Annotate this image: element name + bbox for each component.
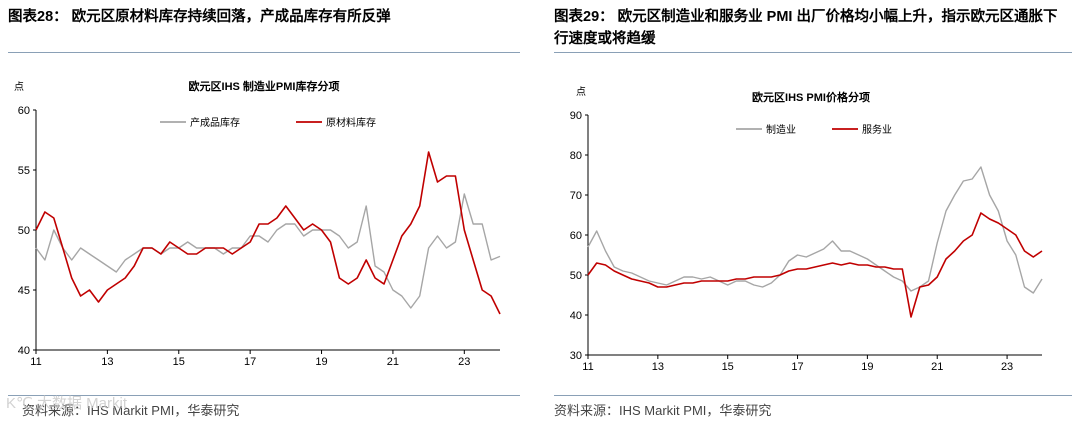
y-tick-label: 45	[18, 285, 30, 297]
series-line-2	[35, 151, 501, 315]
source-note: 资料来源：IHS Markit PMI，华泰研究	[554, 403, 772, 418]
series-line-2	[587, 212, 1043, 318]
x-tick-label: 19	[315, 356, 327, 368]
legend-label: 服务业	[862, 123, 892, 136]
y-unit-label: 点	[576, 86, 586, 98]
y-tick-label: 30	[570, 350, 582, 362]
x-tick-label: 13	[101, 356, 113, 368]
y-tick-label: 40	[570, 310, 582, 322]
chart-title: 欧元区IHS 制造业PMI库存分项	[189, 79, 340, 93]
y-tick-label: 50	[18, 225, 30, 237]
x-tick-label: 19	[861, 361, 873, 373]
x-tick-label: 11	[30, 356, 41, 368]
x-tick-label: 15	[173, 356, 185, 368]
x-tick-label: 11	[582, 361, 593, 373]
legend-label: 制造业	[766, 123, 796, 136]
y-tick-label: 55	[18, 165, 30, 177]
inventory-line-chart: 欧元区IHS 制造业PMI库存分项 点 40 45 50 55 60 11 13 15 17 19 21…	[14, 79, 501, 368]
legend-label: 原材料库存	[326, 116, 376, 129]
chart-panel-inventory: 图表28： 欧元区原材料库存持续回落，产成品库存有所反弹 欧元区IHS 制造业P…	[0, 0, 528, 423]
x-tick-label: 17	[791, 361, 803, 373]
watermark-logo: K℃ 大数据 Markit	[6, 395, 128, 412]
title-rule	[554, 52, 1072, 53]
legend-label: 产成品库存	[190, 116, 240, 129]
y-tick-label: 70	[570, 190, 582, 202]
x-tick-label: 17	[244, 356, 256, 368]
chart-panel-prices: 图表29： 欧元区制造业和服务业 PMI 出厂价格均小幅上升，指示欧元区通胀下行…	[552, 0, 1080, 423]
series-line-1	[35, 193, 501, 309]
y-tick-label: 50	[570, 270, 582, 282]
x-tick-label: 21	[387, 356, 399, 368]
source-rule	[554, 395, 1072, 396]
y-tick-label: 90	[570, 110, 582, 122]
series-line-1	[587, 166, 1043, 294]
y-unit-label: 点	[14, 81, 24, 93]
price-line-chart: 欧元区IHS PMI价格分项 点 30 40 50 60 70 80 90 11 13 15 17 19 2…	[570, 86, 1043, 373]
x-tick-label: 21	[931, 361, 943, 373]
x-tick-label: 23	[458, 356, 470, 368]
source-note: 资料来源：IHS Markit PMI，华泰研究	[22, 403, 240, 418]
y-tick-label: 60	[18, 105, 30, 117]
x-tick-label: 13	[652, 361, 664, 373]
y-tick-label: 40	[18, 345, 30, 357]
source-rule	[8, 395, 520, 396]
panel-title: 图表28： 欧元区原材料库存持续回落，产成品库存有所反弹	[8, 9, 391, 25]
x-tick-label: 23	[1001, 361, 1013, 373]
chart-title: 欧元区IHS PMI价格分项	[752, 90, 870, 104]
y-tick-label: 80	[570, 150, 582, 162]
y-tick-label: 60	[570, 230, 582, 242]
panel-title: 图表29： 欧元区制造业和服务业 PMI 出厂价格均小幅上升，指示欧元区通胀下行…	[554, 9, 1058, 47]
x-tick-label: 15	[722, 361, 734, 373]
title-rule	[8, 52, 520, 53]
